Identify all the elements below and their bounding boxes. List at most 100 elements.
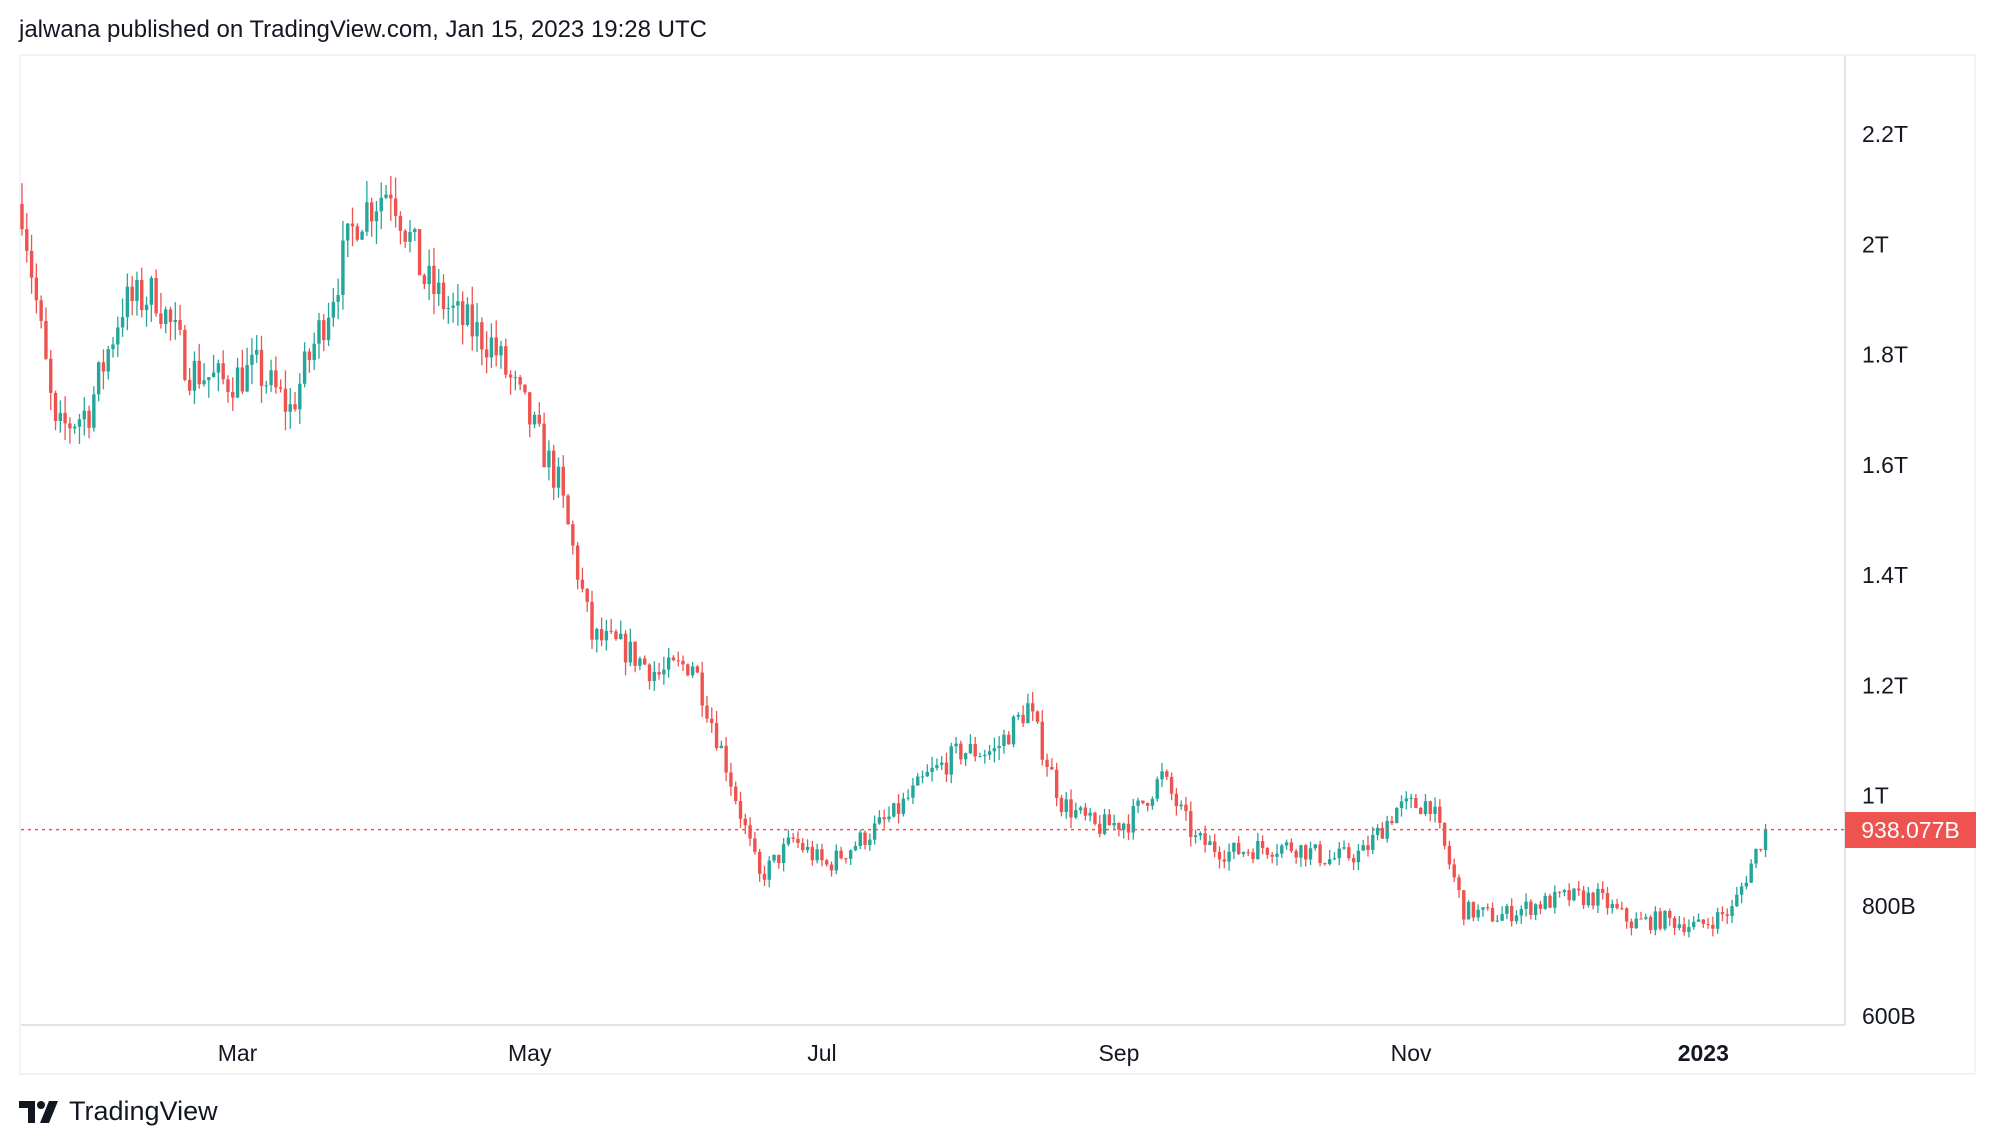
candle-body <box>619 633 623 640</box>
candle-body <box>1433 806 1437 814</box>
candle-body <box>374 211 379 222</box>
candle-body <box>135 279 139 301</box>
candle-body <box>781 844 786 864</box>
candle-body <box>1481 907 1485 910</box>
candle-body <box>896 803 901 814</box>
candle-body <box>1591 892 1595 906</box>
candle-body <box>1313 844 1317 849</box>
candle-body <box>53 392 58 421</box>
candle-body <box>398 215 403 231</box>
candle-body <box>1246 852 1250 854</box>
candle-body <box>1409 797 1413 799</box>
candle-body <box>1711 924 1715 929</box>
tradingview-logo[interactable]: TradingView <box>19 1096 218 1127</box>
candle-body <box>796 838 800 844</box>
candle-body <box>1601 888 1605 894</box>
candle-body <box>829 864 834 871</box>
candle-body <box>571 524 575 546</box>
candle-body <box>269 370 273 386</box>
candle-body <box>1284 842 1289 846</box>
candle-body <box>159 313 163 325</box>
candle-body <box>207 377 211 381</box>
candle-body <box>365 202 369 232</box>
candle-body <box>1486 907 1490 909</box>
candle-body <box>1054 769 1059 798</box>
candle-body <box>1380 827 1385 839</box>
candle-body <box>762 873 767 880</box>
candle-body <box>317 320 321 344</box>
candle-body <box>92 394 96 428</box>
candle-body <box>187 379 192 391</box>
candle-body <box>350 223 355 227</box>
candle-body <box>489 337 494 358</box>
candle-body <box>408 232 412 242</box>
candle-body <box>44 320 48 359</box>
candle-body <box>1174 793 1179 807</box>
candle-body <box>183 329 187 380</box>
candle-body <box>341 240 345 295</box>
candle-body <box>1198 833 1203 836</box>
candle-body <box>413 229 417 233</box>
candle-body <box>949 746 953 775</box>
candle-body <box>1280 845 1284 854</box>
candle-body <box>1007 734 1011 745</box>
candle-body <box>264 385 268 387</box>
y-tick-label: 1.2T <box>1862 672 1908 698</box>
candle-body <box>532 414 537 425</box>
candle-body <box>614 631 618 640</box>
candle-body <box>983 754 987 757</box>
candle-body <box>1476 909 1480 918</box>
candle-body <box>1208 841 1212 846</box>
candle-body <box>1763 829 1768 851</box>
candle-body <box>1739 886 1744 895</box>
y-tick-label: 1T <box>1862 783 1889 809</box>
candle-body <box>920 776 925 778</box>
candle-body <box>1418 807 1423 814</box>
y-tick-label: 1.4T <box>1862 562 1908 588</box>
candle-body <box>825 860 829 865</box>
candle-body <box>1730 906 1734 916</box>
candle-body <box>336 294 340 302</box>
candle-body <box>1562 890 1567 893</box>
candle-body <box>288 404 292 412</box>
candle-body <box>331 301 336 318</box>
candle-body <box>77 419 82 427</box>
candle-body <box>1122 823 1126 830</box>
candle-body <box>1735 894 1739 907</box>
candle-body <box>566 495 570 525</box>
x-tick-label: Nov <box>1391 1040 1432 1066</box>
candle-body <box>1438 806 1442 823</box>
candle-body <box>87 410 91 428</box>
candle-body <box>72 426 77 429</box>
candle-body <box>518 377 522 385</box>
candle-body <box>1064 799 1068 812</box>
candle-body <box>853 845 858 851</box>
candle-body <box>1577 888 1581 891</box>
candle-body <box>1366 845 1370 850</box>
candle-body <box>1045 759 1049 768</box>
candle-body <box>446 307 451 310</box>
candle-body <box>82 410 86 420</box>
candle-body <box>1241 852 1246 855</box>
candle-body <box>820 849 824 861</box>
candle-body <box>1026 703 1030 724</box>
candle-body <box>283 388 288 412</box>
candle-body <box>1222 859 1226 862</box>
candle-body <box>226 379 230 393</box>
candle-body <box>231 392 235 398</box>
x-tick-label: Sep <box>1098 1040 1139 1066</box>
candle-body <box>307 351 312 360</box>
candle-body <box>393 198 398 216</box>
candle-body <box>417 229 422 276</box>
candle-body <box>451 305 455 308</box>
x-tick-label: Mar <box>218 1040 258 1066</box>
candle-body <box>1371 834 1375 850</box>
candle-body <box>1553 891 1557 908</box>
candle-body <box>930 767 934 772</box>
candle-body <box>504 346 508 375</box>
candle-body <box>369 202 374 222</box>
candle-body <box>293 404 297 410</box>
candle-body <box>892 803 896 817</box>
candle-body <box>1414 797 1418 808</box>
